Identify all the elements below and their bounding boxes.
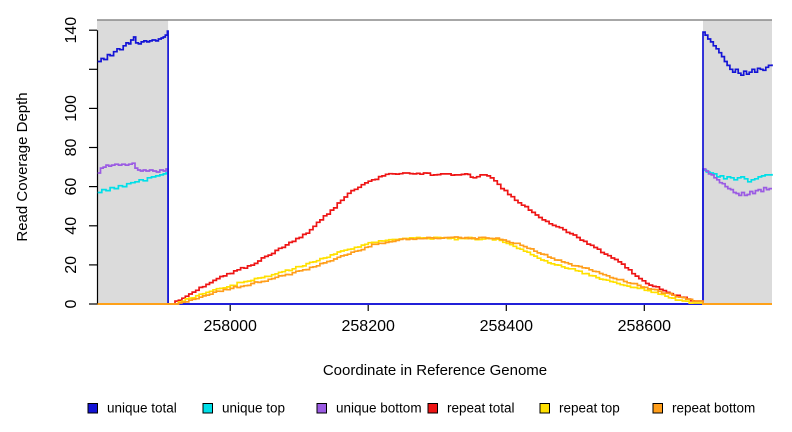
- y-axis-title: Read Coverage Depth: [14, 92, 31, 241]
- series-repeat-bottom-line: [97, 236, 772, 305]
- series-unique-total-line: [97, 30, 773, 305]
- legend-swatch-unique-top: [202, 403, 213, 414]
- series-repeat-top-line: [97, 236, 772, 305]
- legend-label-repeat-top: repeat top: [559, 401, 620, 416]
- legend-label-repeat-total: repeat total: [447, 401, 515, 416]
- legend-swatch-repeat-total: [427, 403, 438, 414]
- x-tick-label: 258400: [480, 318, 533, 335]
- y-tick-label: 40: [63, 217, 80, 235]
- legend-label-repeat-bottom: repeat bottom: [672, 401, 755, 416]
- x-tick-label: 258000: [204, 318, 257, 335]
- legend-swatch-unique-bottom: [316, 403, 327, 414]
- legend-label-unique-top: unique top: [222, 401, 285, 416]
- series-repeat-total-line: [97, 172, 772, 305]
- shaded-region-right: [703, 20, 772, 304]
- y-tick-label: 60: [63, 178, 80, 196]
- x-axis-title: Coordinate in Reference Genome: [323, 362, 547, 379]
- y-tick-label: 140: [63, 17, 80, 44]
- legend-swatch-repeat-bottom: [652, 403, 663, 414]
- y-tick-label: 100: [63, 95, 80, 122]
- y-tick-label: 0: [63, 299, 80, 308]
- series-unique-bottom-line: [97, 162, 772, 305]
- legend-label-unique-total: unique total: [107, 401, 177, 416]
- y-tick-label: 80: [63, 139, 80, 157]
- legend-swatch-unique-total: [87, 403, 98, 414]
- y-tick-label: 20: [63, 256, 80, 274]
- legend-swatch-repeat-top: [539, 403, 550, 414]
- shaded-region-left: [97, 20, 169, 304]
- legend-label-unique-bottom: unique bottom: [336, 401, 422, 416]
- x-tick-label: 258600: [618, 318, 671, 335]
- x-tick-label: 258200: [342, 318, 395, 335]
